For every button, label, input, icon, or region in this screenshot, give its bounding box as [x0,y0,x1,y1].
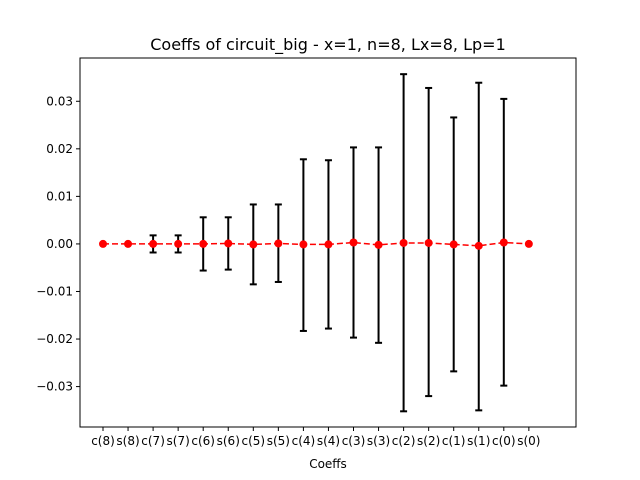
x-tick-label: c(7) [141,434,165,448]
data-point [474,241,483,250]
y-tick-label: 0.03 [46,94,73,108]
data-point [99,239,107,248]
data-point [374,240,383,249]
data-point [424,238,433,247]
x-tick-label: c(5) [241,434,265,448]
x-tick-label: c(1) [442,434,466,448]
x-tick-label: c(0) [492,434,516,448]
y-tick-label: −0.01 [36,284,73,298]
data-point [499,238,508,247]
y-tick-label: −0.02 [36,332,73,346]
data-point [174,239,183,248]
x-tick-label: c(3) [342,434,366,448]
data-point [399,238,408,247]
plot-area: −0.03−0.02−0.010.000.010.020.03c(8) s(8) c… [36,57,577,448]
x-tick-label: s(5) [267,434,290,448]
x-tick-label: c(6) [191,434,215,448]
x-axis-label: Coeffs [309,457,347,471]
y-tick-label: 0.01 [46,189,73,203]
x-tick-label: s(0) [517,434,540,448]
data-point [274,239,283,248]
x-tick-label: s(7) [167,434,190,448]
x-tick-label: c(8) [91,434,115,448]
x-tick-label: s(3) [367,434,390,448]
x-tick-label: s(6) [217,434,240,448]
series-line [103,241,529,247]
y-tick-label: 0.02 [46,142,73,156]
chart-title: Coeffs of circuit_big - x=1, n=8, Lx=8, … [150,35,506,55]
x-tick-label: s(4) [317,434,340,448]
data-point [299,240,308,249]
data-point [349,238,358,247]
data-point [449,240,458,249]
x-tick-label: c(2) [392,434,416,448]
data-point [524,239,533,248]
data-point [249,240,258,249]
data-point [149,239,158,248]
y-tick-label: 0.00 [46,237,73,251]
data-point [124,239,133,248]
x-tick-label: s(8) [116,434,139,448]
data-point [224,239,233,248]
x-tick-label: s(1) [467,434,490,448]
data-point [199,239,208,248]
y-tick-label: −0.03 [36,380,73,394]
data-point [324,240,333,249]
x-tick-label: c(4) [292,434,316,448]
x-tick-label: s(2) [417,434,440,448]
